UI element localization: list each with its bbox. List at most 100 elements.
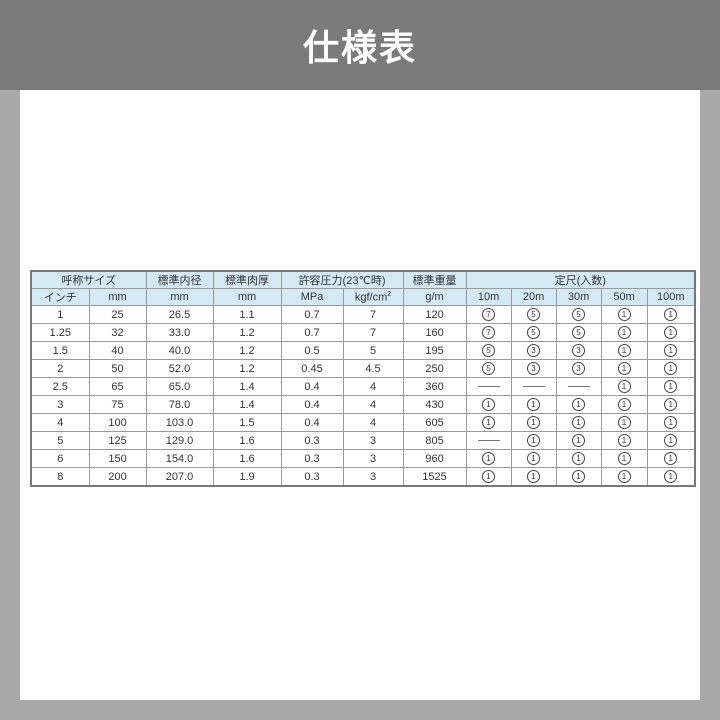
- not-available-dash: [567, 386, 590, 388]
- table-cell: 7: [465, 323, 512, 342]
- unit-header: インチ: [30, 288, 90, 306]
- cell-value: 0.3: [304, 452, 320, 465]
- table-cell: 40.0: [145, 341, 214, 360]
- count-circled-number: 1: [527, 470, 541, 483]
- cell-value: 26.5: [168, 308, 191, 321]
- cell-value: 5: [369, 344, 377, 357]
- not-available-dash: [477, 386, 500, 388]
- unit-label: インチ: [43, 292, 77, 304]
- table-cell: 0.45: [280, 359, 344, 378]
- table-cell: 1: [510, 449, 557, 468]
- cell-value: 6: [57, 452, 64, 465]
- table-row: 2.5 65 65.0 1.4 0.4 4 360 1 1: [30, 377, 696, 396]
- table-cell: 1: [465, 395, 512, 414]
- cell-value: 4: [57, 416, 64, 429]
- table-cell: 1.2: [212, 341, 282, 360]
- group-header-row: 呼称サイズ 標準内径 標準肉厚 許容圧力(23℃時) 標準重量 定尺(入数): [30, 270, 696, 289]
- cell-value: 3: [369, 452, 377, 465]
- table-cell: 1: [646, 413, 696, 432]
- cell-value: 154.0: [165, 452, 194, 465]
- table-cell: 4: [30, 413, 90, 432]
- cell-value: 0.4: [304, 398, 320, 411]
- cell-value: 4: [369, 380, 377, 393]
- table-cell: 5: [510, 323, 557, 342]
- count-circled-number: 1: [482, 452, 496, 465]
- table-cell: 1: [465, 449, 512, 468]
- table-cell: 3: [510, 359, 557, 378]
- count-circled-number: 1: [664, 380, 678, 393]
- table-cell: 7: [465, 305, 512, 324]
- table-row: 1 25 26.5 1.1 0.7 7 120 7 5 5 1 1: [30, 305, 696, 324]
- table-cell: 52.0: [145, 359, 214, 378]
- cell-value: 160: [425, 326, 444, 339]
- table-cell: 5: [510, 305, 557, 324]
- table-cell: 1: [600, 323, 648, 342]
- content-panel: 呼称サイズ 標準内径 標準肉厚 許容圧力(23℃時) 標準重量 定尺(入数) イ…: [20, 90, 700, 700]
- cell-value: 33.0: [168, 326, 191, 339]
- table-cell: 5: [555, 323, 602, 342]
- unit-header: g/m: [402, 288, 467, 306]
- table-cell: 25: [88, 305, 147, 324]
- cell-value: 1.2: [239, 344, 255, 357]
- table-row: 6 150 154.0 1.6 0.3 3 960 1 1 1 1 1: [30, 449, 696, 468]
- count-circled-number: 1: [572, 452, 586, 465]
- table-cell: 1: [555, 413, 602, 432]
- table-cell: 1: [646, 467, 696, 487]
- table-cell: 154.0: [145, 449, 214, 468]
- table-cell: [465, 431, 512, 450]
- table-cell: 5: [342, 341, 404, 360]
- cell-value: 1.1: [239, 308, 255, 321]
- table-cell: 1.2: [212, 323, 282, 342]
- unit-header: mm: [212, 288, 282, 306]
- count-circled-number: 5: [572, 308, 586, 321]
- table-cell: 100: [88, 413, 147, 432]
- table-cell: 1: [30, 305, 90, 324]
- count-circled-number: 1: [664, 362, 678, 375]
- table-cell: 430: [402, 395, 467, 414]
- table-cell: 1.5: [30, 341, 90, 360]
- table-cell: 805: [402, 431, 467, 450]
- table-cell: 200: [88, 467, 147, 487]
- table-cell: 1: [646, 323, 696, 342]
- cell-value: 32: [111, 326, 124, 339]
- table-row: 3 75 78.0 1.4 0.4 4 430 1 1 1 1 1: [30, 395, 696, 414]
- cell-value: 1: [57, 308, 64, 321]
- table-cell: 0.5: [280, 341, 344, 360]
- table-cell: 1: [555, 395, 602, 414]
- table-cell: 207.0: [145, 467, 214, 487]
- table-cell: 3: [555, 341, 602, 360]
- count-circled-number: 1: [527, 434, 541, 447]
- table-cell: [510, 377, 557, 396]
- count-circled-number: 5: [527, 308, 541, 321]
- cell-value: 129.0: [165, 434, 194, 447]
- table-cell: 0.3: [280, 431, 344, 450]
- title-bar: 仕様表: [0, 0, 720, 90]
- count-circled-number: 1: [664, 452, 678, 465]
- cell-value: 3: [369, 434, 377, 447]
- count-circled-number: 1: [664, 434, 678, 447]
- table-cell: 33.0: [145, 323, 214, 342]
- cell-value: 0.3: [304, 470, 320, 483]
- header-allowable-pressure: 許容圧力(23℃時): [280, 270, 404, 289]
- header-wall-thickness: 標準肉厚: [212, 270, 282, 289]
- cell-value: 40: [111, 344, 124, 357]
- cell-value: 200: [108, 470, 127, 483]
- not-available-dash: [477, 440, 500, 442]
- table-cell: 0.4: [280, 377, 344, 396]
- cell-value: 805: [425, 434, 444, 447]
- count-circled-number: 1: [572, 398, 586, 411]
- table-cell: 125: [88, 431, 147, 450]
- count-circled-number: 1: [572, 470, 586, 483]
- count-circled-number: 5: [482, 362, 496, 375]
- cell-value: 7: [369, 308, 377, 321]
- cell-value: 125: [108, 434, 127, 447]
- count-circled-number: 1: [617, 380, 631, 393]
- table-cell: 1.6: [212, 449, 282, 468]
- count-circled-number: 1: [617, 344, 631, 357]
- cell-value: 0.4: [304, 380, 320, 393]
- cell-value: 1.2: [239, 362, 255, 375]
- header-standard-length: 定尺(入数): [465, 270, 696, 289]
- cell-value: 8: [57, 470, 64, 483]
- table-cell: 1: [465, 467, 512, 487]
- table-cell: 5: [555, 305, 602, 324]
